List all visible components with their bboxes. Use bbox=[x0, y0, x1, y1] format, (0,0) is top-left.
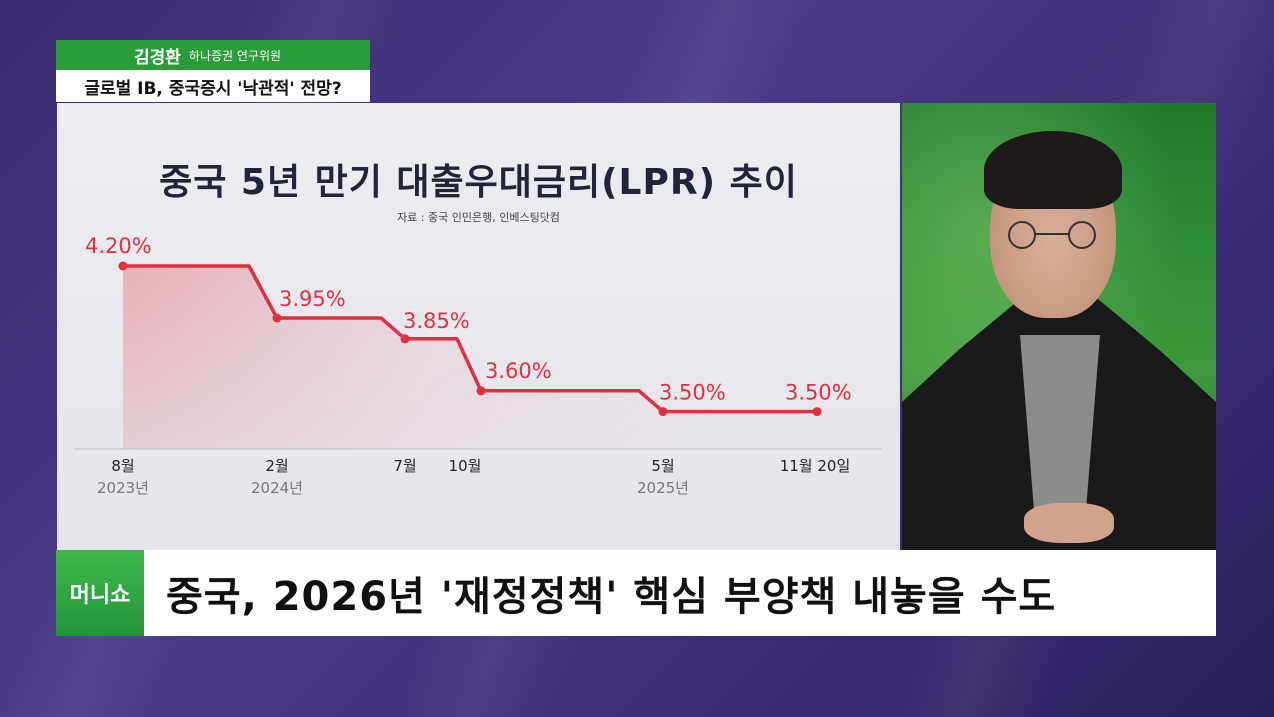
x-tick-year: 2025년 bbox=[637, 479, 689, 497]
data-point bbox=[476, 386, 486, 396]
chart-source: 자료 : 중국 인민은행, 인베스팅닷컴 bbox=[397, 211, 560, 224]
speaker-tag: 김경환 하나증권 연구위원 글로벌 IB, 중국증시 '낙관적' 전망? bbox=[56, 40, 370, 102]
x-tick-month: 8월 bbox=[111, 457, 134, 475]
data-label: 3.95% bbox=[279, 287, 346, 311]
chart-area-fill bbox=[123, 266, 817, 449]
data-label: 3.50% bbox=[785, 381, 852, 405]
segment-topic: 글로벌 IB, 중국증시 '낙관적' 전망? bbox=[56, 70, 370, 102]
speaker-name-bar: 김경환 하나증권 연구위원 bbox=[56, 40, 370, 70]
lpr-series-line bbox=[123, 264, 817, 414]
data-label: 3.60% bbox=[485, 359, 552, 383]
data-label: 3.50% bbox=[659, 381, 726, 405]
presenter-hair bbox=[984, 131, 1122, 209]
x-tick-month: 2월 bbox=[265, 457, 288, 475]
data-label: 3.85% bbox=[403, 309, 470, 333]
x-tick-month: 10월 bbox=[449, 457, 482, 475]
chart-title: 중국 5년 만기 대출우대금리(LPR) 추이 bbox=[159, 162, 798, 203]
data-point bbox=[400, 334, 410, 344]
x-tick-month: 11월 20일 bbox=[780, 457, 851, 475]
x-tick-year: 2023년 bbox=[97, 479, 149, 497]
glasses-icon bbox=[1008, 221, 1096, 249]
speaker-role: 하나증권 연구위원 bbox=[188, 48, 282, 63]
data-point bbox=[658, 407, 668, 417]
data-point bbox=[812, 407, 822, 417]
data-point bbox=[118, 261, 128, 271]
presenter-hands bbox=[1024, 503, 1114, 543]
speaker-name: 김경환 bbox=[134, 47, 181, 68]
channel-logo: 머니쇼 bbox=[56, 550, 144, 636]
headline-text: 중국, 2026년 '재정정책' 핵심 부양책 내놓을 수도 bbox=[144, 550, 1216, 636]
lpr-line-chart: 4.20% 3.95% 3.85% 3.60% 3.50% 3.50% 8월 2023년 2월… bbox=[75, 234, 882, 497]
data-label: 4.20% bbox=[85, 234, 152, 258]
headline-banner: 머니쇼 중국, 2026년 '재정정책' 핵심 부양책 내놓을 수도 bbox=[56, 550, 1216, 636]
presenter-sweater bbox=[1020, 335, 1100, 535]
x-tick-year: 2024년 bbox=[251, 479, 303, 497]
x-tick-month: 7월 bbox=[393, 457, 416, 475]
presenter-camera-view bbox=[902, 103, 1216, 550]
data-point bbox=[272, 313, 282, 323]
x-tick-month: 5월 bbox=[651, 457, 674, 475]
lpr-chart-panel: 중국 5년 만기 대출우대금리(LPR) 추이 자료 : 중국 인민은행, 인베… bbox=[57, 103, 900, 550]
